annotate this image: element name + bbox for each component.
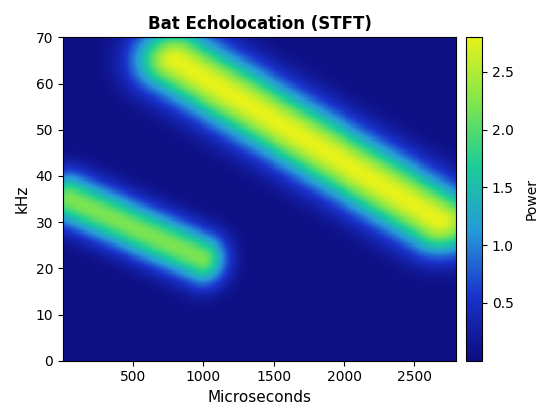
X-axis label: Microseconds: Microseconds bbox=[208, 390, 312, 405]
Y-axis label: Power: Power bbox=[525, 178, 539, 220]
Y-axis label: kHz: kHz bbox=[15, 185, 30, 213]
Title: Bat Echolocation (STFT): Bat Echolocation (STFT) bbox=[148, 15, 372, 33]
